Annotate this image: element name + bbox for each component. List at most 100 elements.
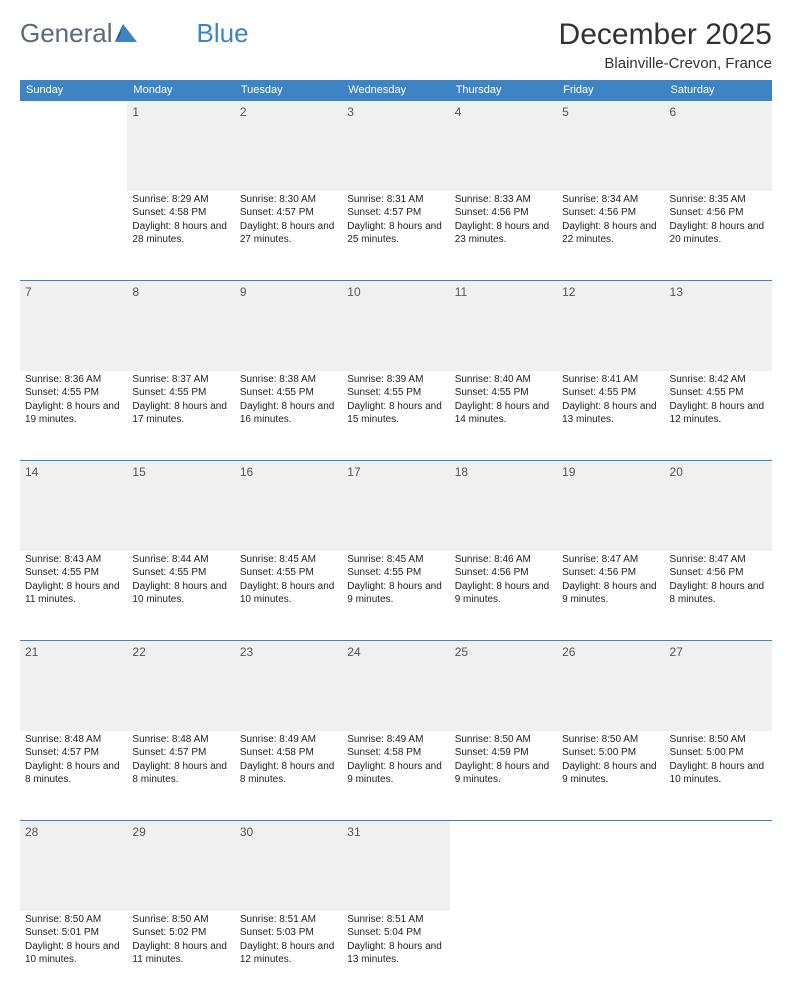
day-cell: Sunrise: 8:29 AMSunset: 4:58 PMDaylight:…: [127, 191, 234, 281]
day-cell: Sunrise: 8:46 AMSunset: 4:56 PMDaylight:…: [450, 551, 557, 641]
day-details: Sunrise: 8:45 AMSunset: 4:55 PMDaylight:…: [347, 553, 444, 607]
day-number: 20: [670, 465, 683, 479]
day-cell: Sunrise: 8:37 AMSunset: 4:55 PMDaylight:…: [127, 371, 234, 461]
day-cell: Sunrise: 8:50 AMSunset: 5:00 PMDaylight:…: [665, 731, 772, 821]
weekday-header-row: Sunday Monday Tuesday Wednesday Thursday…: [20, 80, 772, 101]
day-details: Sunrise: 8:51 AMSunset: 5:04 PMDaylight:…: [347, 913, 444, 967]
day-number-cell: 23: [235, 641, 342, 731]
day-number: 28: [25, 825, 38, 839]
day-cell: Sunrise: 8:34 AMSunset: 4:56 PMDaylight:…: [557, 191, 664, 281]
page-title: December 2025: [559, 18, 772, 52]
day-cell: Sunrise: 8:40 AMSunset: 4:55 PMDaylight:…: [450, 371, 557, 461]
day-number-cell: 31: [342, 821, 449, 911]
day-number-cell: 20: [665, 461, 772, 551]
day-details: Sunrise: 8:43 AMSunset: 4:55 PMDaylight:…: [25, 553, 122, 607]
week-row: Sunrise: 8:36 AMSunset: 4:55 PMDaylight:…: [20, 371, 772, 461]
location: Blainville-Crevon, France: [559, 55, 772, 72]
day-number-cell: 28: [20, 821, 127, 911]
day-details: Sunrise: 8:50 AMSunset: 5:00 PMDaylight:…: [670, 733, 767, 787]
daynum-row: 1 2 3 45 6: [20, 101, 772, 191]
day-number-cell: 1: [127, 101, 234, 191]
calendar-table: Sunday Monday Tuesday Wednesday Thursday…: [20, 80, 772, 1001]
day-details: Sunrise: 8:46 AMSunset: 4:56 PMDaylight:…: [455, 553, 552, 607]
day-number-cell: 30: [235, 821, 342, 911]
day-cell: Sunrise: 8:36 AMSunset: 4:55 PMDaylight:…: [20, 371, 127, 461]
day-details: Sunrise: 8:38 AMSunset: 4:55 PMDaylight:…: [240, 373, 337, 427]
day-number-cell: 15: [127, 461, 234, 551]
day-number: 22: [132, 645, 145, 659]
daynum-row: 7 8 91011 12 13: [20, 281, 772, 371]
day-number: 7: [25, 285, 32, 299]
week-row: Sunrise: 8:50 AMSunset: 5:01 PMDaylight:…: [20, 911, 772, 1001]
logo-text-2: Blue: [197, 18, 249, 49]
day-cell: Sunrise: 8:47 AMSunset: 4:56 PMDaylight:…: [557, 551, 664, 641]
day-number-cell: [665, 821, 772, 911]
day-number-cell: 10: [342, 281, 449, 371]
day-number-cell: [20, 101, 127, 191]
day-number-cell: [557, 821, 664, 911]
day-cell: Sunrise: 8:43 AMSunset: 4:55 PMDaylight:…: [20, 551, 127, 641]
day-number-cell: 12: [557, 281, 664, 371]
day-number: 2: [240, 105, 247, 119]
day-details: Sunrise: 8:49 AMSunset: 4:58 PMDaylight:…: [347, 733, 444, 787]
day-number: 25: [455, 645, 468, 659]
day-details: Sunrise: 8:50 AMSunset: 5:01 PMDaylight:…: [25, 913, 122, 967]
day-cell: Sunrise: 8:51 AMSunset: 5:04 PMDaylight:…: [342, 911, 449, 1001]
day-details: Sunrise: 8:44 AMSunset: 4:55 PMDaylight:…: [132, 553, 229, 607]
daynum-row: 21 22 23 24 25 26 27: [20, 641, 772, 731]
day-number-cell: 19: [557, 461, 664, 551]
day-number-cell: 26: [557, 641, 664, 731]
weekday-header: Friday: [557, 80, 664, 101]
day-number-cell: 6: [665, 101, 772, 191]
day-cell: Sunrise: 8:51 AMSunset: 5:03 PMDaylight:…: [235, 911, 342, 1001]
day-cell: Sunrise: 8:31 AMSunset: 4:57 PMDaylight:…: [342, 191, 449, 281]
day-number-cell: 29: [127, 821, 234, 911]
day-number-cell: 7: [20, 281, 127, 371]
day-number: 1: [132, 105, 139, 119]
day-number-cell: 17: [342, 461, 449, 551]
day-details: Sunrise: 8:42 AMSunset: 4:55 PMDaylight:…: [670, 373, 767, 427]
day-number: 23: [240, 645, 253, 659]
weekday-header: Tuesday: [235, 80, 342, 101]
day-number-cell: 14: [20, 461, 127, 551]
day-number: 15: [132, 465, 145, 479]
day-number-cell: 9: [235, 281, 342, 371]
logo-text-1: General: [20, 18, 113, 49]
day-cell: Sunrise: 8:48 AMSunset: 4:57 PMDaylight:…: [20, 731, 127, 821]
day-cell: [20, 191, 127, 281]
week-row: Sunrise: 8:43 AMSunset: 4:55 PMDaylight:…: [20, 551, 772, 641]
day-details: Sunrise: 8:30 AMSunset: 4:57 PMDaylight:…: [240, 193, 337, 247]
day-number: 3: [347, 105, 354, 119]
day-cell: Sunrise: 8:47 AMSunset: 4:56 PMDaylight:…: [665, 551, 772, 641]
day-number: 26: [562, 645, 575, 659]
day-details: Sunrise: 8:47 AMSunset: 4:56 PMDaylight:…: [670, 553, 767, 607]
day-number: 17: [347, 465, 360, 479]
day-number-cell: 11: [450, 281, 557, 371]
day-number: 21: [25, 645, 38, 659]
day-cell: [665, 911, 772, 1001]
day-number: 8: [132, 285, 139, 299]
day-cell: Sunrise: 8:50 AMSunset: 5:00 PMDaylight:…: [557, 731, 664, 821]
day-cell: Sunrise: 8:49 AMSunset: 4:58 PMDaylight:…: [342, 731, 449, 821]
day-number: 16: [240, 465, 253, 479]
day-details: Sunrise: 8:50 AMSunset: 5:00 PMDaylight:…: [562, 733, 659, 787]
day-number-cell: 4: [450, 101, 557, 191]
day-number: 29: [132, 825, 145, 839]
day-number: 5: [562, 105, 569, 119]
day-cell: Sunrise: 8:48 AMSunset: 4:57 PMDaylight:…: [127, 731, 234, 821]
day-number-cell: 13: [665, 281, 772, 371]
week-row: Sunrise: 8:29 AMSunset: 4:58 PMDaylight:…: [20, 191, 772, 281]
day-number: 24: [347, 645, 360, 659]
day-number: 27: [670, 645, 683, 659]
day-details: Sunrise: 8:36 AMSunset: 4:55 PMDaylight:…: [25, 373, 122, 427]
weekday-header: Saturday: [665, 80, 772, 101]
week-row: Sunrise: 8:48 AMSunset: 4:57 PMDaylight:…: [20, 731, 772, 821]
day-details: Sunrise: 8:47 AMSunset: 4:56 PMDaylight:…: [562, 553, 659, 607]
day-cell: Sunrise: 8:33 AMSunset: 4:56 PMDaylight:…: [450, 191, 557, 281]
day-number: 12: [562, 285, 575, 299]
daynum-row: 28 29 3031: [20, 821, 772, 911]
logo: General Blue: [20, 18, 249, 49]
day-cell: Sunrise: 8:41 AMSunset: 4:55 PMDaylight:…: [557, 371, 664, 461]
day-cell: [557, 911, 664, 1001]
day-number: 13: [670, 285, 683, 299]
